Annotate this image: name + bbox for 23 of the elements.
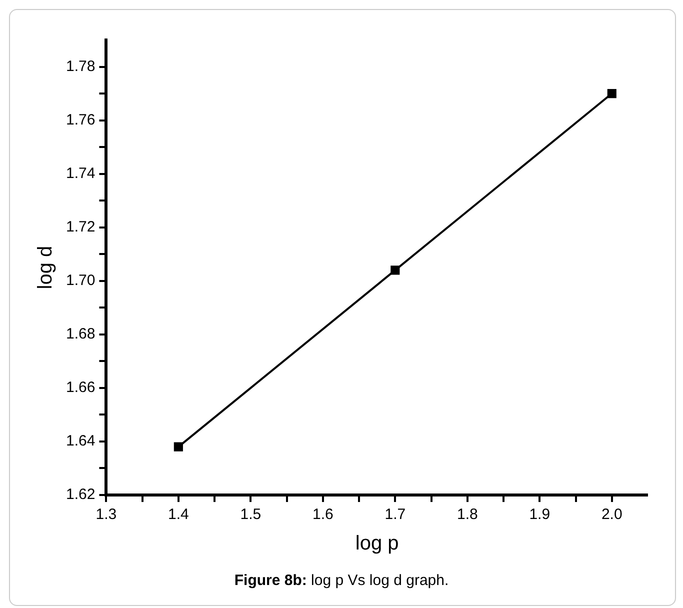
x-tick-label: 1.3 [96,506,117,524]
y-tick-label: 1.78 [66,58,96,75]
x-tick-label: 1.7 [384,506,406,524]
y-tick-label: 1.68 [66,326,96,343]
y-tick-label: 1.76 [66,111,96,128]
y-axis-title: log d [34,246,57,290]
y-tick-label: 1.66 [66,379,96,396]
x-tick-label: 1.6 [312,506,334,524]
y-tick-label: 1.74 [66,164,96,182]
caption: Figure 8b: log p Vs log d graph. [233,572,450,589]
y-tick-label: 1.64 [66,432,96,450]
point [390,266,400,275]
point [607,88,616,98]
x-tick-label: 1.4 [168,506,189,524]
x-tick-label: 1.8 [456,506,478,524]
x-axis-title: log p [355,532,399,555]
y-tick-label: 1.70 [66,272,96,290]
y-tick-label: 1.62 [66,486,96,504]
y-tick-label: 1.72 [66,218,96,236]
point [174,442,183,452]
x-tick-label: 2.0 [601,506,622,524]
x-tick-label: 1.5 [240,506,262,524]
x-tick-label: 1.9 [529,506,550,524]
